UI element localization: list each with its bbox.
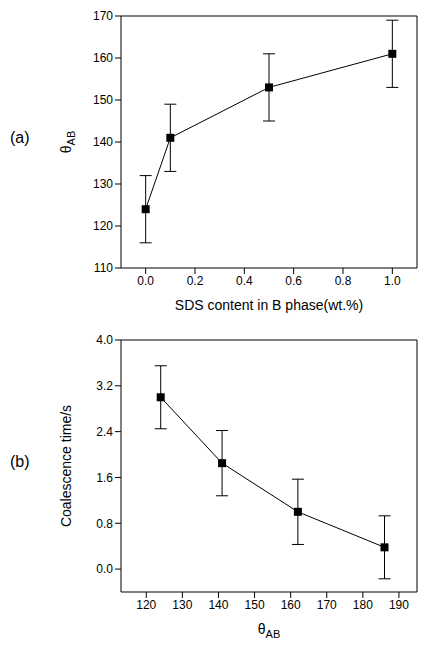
svg-text:3.2: 3.2 — [96, 379, 113, 393]
svg-text:140: 140 — [93, 135, 113, 149]
svg-text:150: 150 — [245, 598, 265, 612]
svg-text:1.0: 1.0 — [384, 274, 401, 288]
svg-text:θAB: θAB — [58, 131, 77, 153]
svg-text:160: 160 — [93, 51, 113, 65]
svg-text:150: 150 — [93, 93, 113, 107]
svg-text:0.0: 0.0 — [96, 562, 113, 576]
svg-text:170: 170 — [317, 598, 337, 612]
svg-text:110: 110 — [94, 261, 113, 275]
svg-text:0.4: 0.4 — [236, 274, 253, 288]
svg-text:SDS content in B phase(wt.%): SDS content in B phase(wt.%) — [175, 297, 363, 313]
svg-text:1.6: 1.6 — [96, 471, 113, 485]
svg-text:160: 160 — [281, 598, 301, 612]
svg-text:0.8: 0.8 — [96, 517, 113, 531]
svg-text:0.8: 0.8 — [335, 274, 352, 288]
svg-text:θAB: θAB — [258, 621, 280, 640]
svg-text:120: 120 — [136, 598, 156, 612]
svg-text:170: 170 — [93, 9, 113, 23]
svg-text:130: 130 — [172, 598, 192, 612]
svg-text:180: 180 — [353, 598, 373, 612]
svg-text:130: 130 — [93, 177, 113, 191]
svg-text:4.0: 4.0 — [96, 333, 113, 347]
html-text:(a): (a) — [10, 129, 30, 146]
svg-text:140: 140 — [208, 598, 228, 612]
svg-text:2.4: 2.4 — [96, 425, 113, 439]
svg-text:120: 120 — [93, 219, 113, 233]
svg-text:190: 190 — [389, 598, 409, 612]
svg-text:0.2: 0.2 — [187, 274, 204, 288]
html-text:(b): (b) — [10, 453, 30, 470]
svg-text:0.0: 0.0 — [137, 274, 154, 288]
svg-text:Coalescence time/s: Coalescence time/s — [58, 405, 74, 527]
svg-text:0.6: 0.6 — [285, 274, 302, 288]
